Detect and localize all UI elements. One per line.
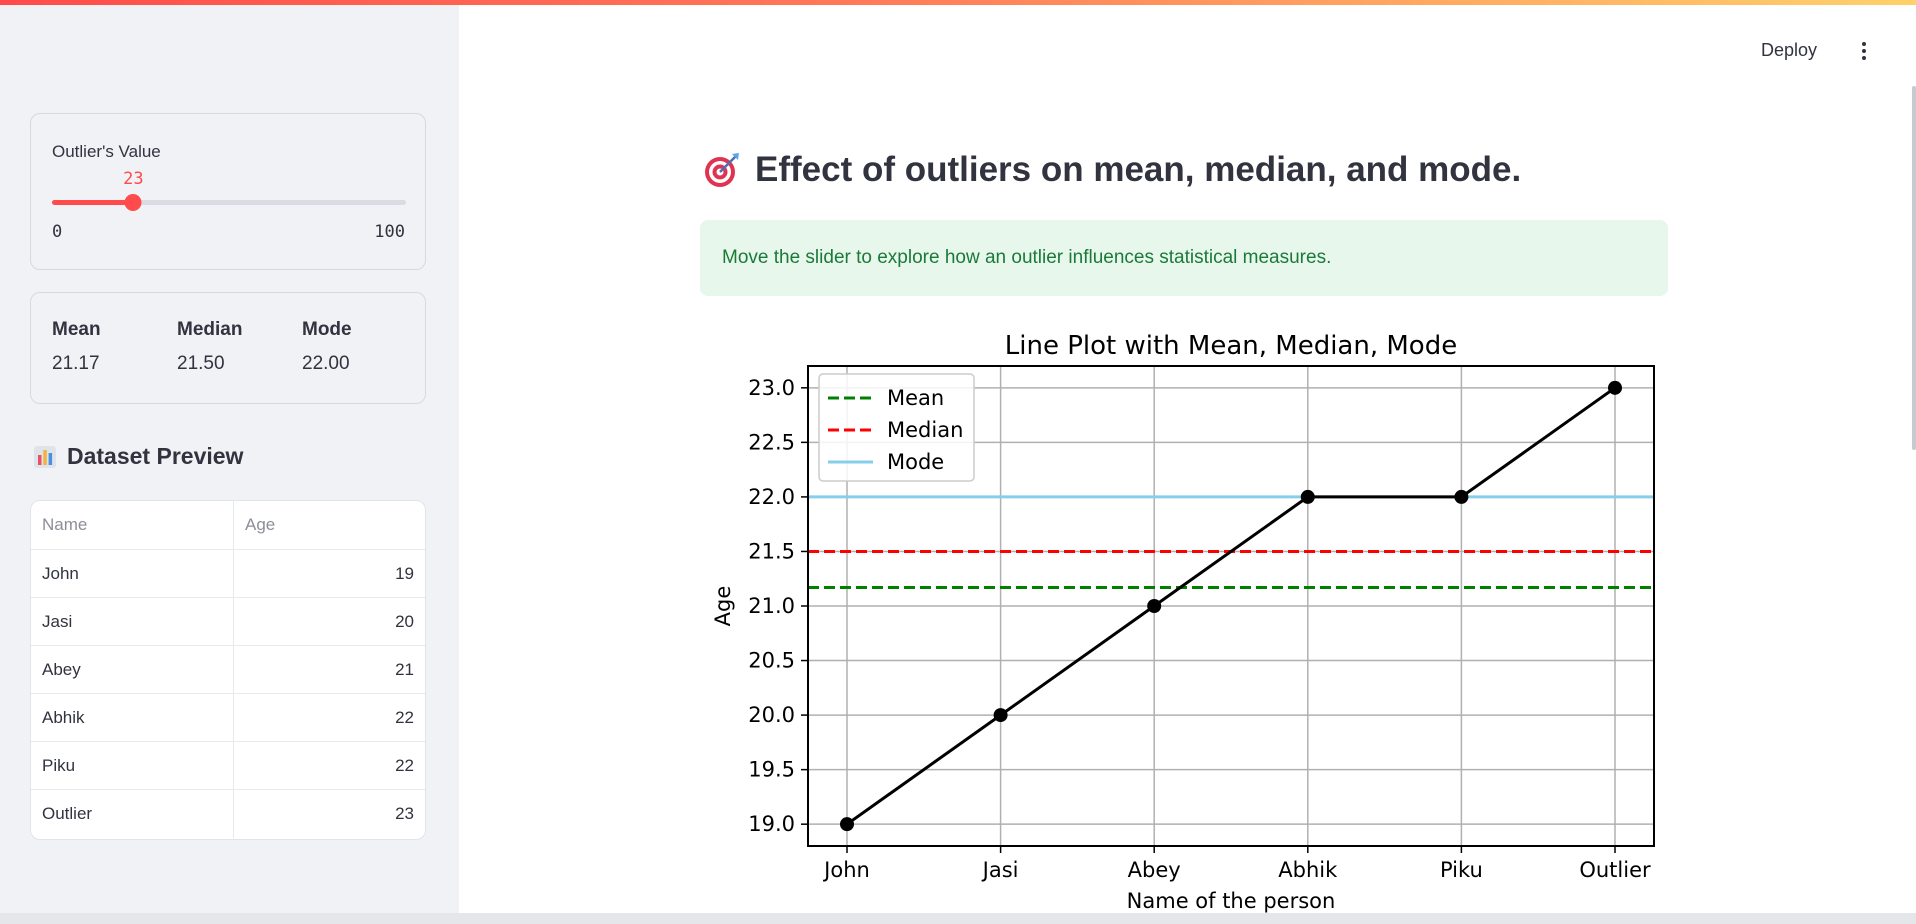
slider-card: Outlier's Value 23 0 100 bbox=[30, 113, 426, 270]
dataset-preview-title: Dataset Preview bbox=[67, 443, 244, 469]
sidebar: Outlier's Value 23 0 100 Mean 21.17 Medi… bbox=[0, 5, 459, 919]
info-message-text: Move the slider to explore how an outlie… bbox=[722, 247, 1332, 268]
data-point bbox=[1454, 489, 1469, 504]
table-row[interactable]: Piku 22 bbox=[31, 741, 425, 790]
bar-chart-icon bbox=[34, 445, 56, 468]
dataset-table[interactable]: Name Age John 19 Jasi 20 Abey 21 Abhik 2… bbox=[30, 500, 426, 840]
plot-frame bbox=[807, 365, 1655, 847]
table-row[interactable]: Abey 21 bbox=[31, 645, 425, 694]
taskbar-strip bbox=[0, 913, 1916, 924]
x-tick-label: Jasi bbox=[981, 858, 1019, 882]
cell-age: 22 bbox=[395, 708, 414, 727]
cell-age: 23 bbox=[395, 804, 414, 823]
y-tick-label: 22.5 bbox=[748, 430, 795, 454]
slider-value: 23 bbox=[123, 169, 144, 189]
data-point bbox=[1608, 380, 1622, 395]
x-tick-label: Abey bbox=[1128, 858, 1181, 882]
column-header-name[interactable]: Name bbox=[31, 501, 234, 549]
legend-label: Median bbox=[887, 418, 963, 442]
table-row[interactable]: Jasi 20 bbox=[31, 597, 425, 646]
slider-min: 0 bbox=[52, 222, 63, 242]
y-tick-label: 20.5 bbox=[748, 649, 795, 673]
legend-box bbox=[818, 373, 975, 482]
slider-track[interactable] bbox=[52, 194, 406, 211]
cell-name: Outlier bbox=[31, 790, 234, 838]
top-accent-bar bbox=[0, 0, 1916, 5]
x-axis-label: Name of the person bbox=[1127, 889, 1336, 913]
cell-age: 20 bbox=[395, 612, 414, 631]
stat-mean: Mean 21.17 bbox=[52, 319, 101, 375]
data-point bbox=[993, 708, 1008, 723]
stats-card: Mean 21.17 Median 21.50 Mode 22.00 bbox=[30, 292, 426, 404]
target-icon bbox=[705, 153, 739, 187]
stat-label: Mode bbox=[302, 319, 352, 340]
stat-median: Median 21.50 bbox=[177, 319, 242, 375]
x-tick-label: Piku bbox=[1440, 858, 1483, 882]
cell-age: 22 bbox=[395, 756, 414, 775]
x-tick-label: John bbox=[822, 858, 870, 882]
cell-name: Jasi bbox=[31, 598, 234, 646]
cell-name: Piku bbox=[31, 742, 234, 790]
cell-name: John bbox=[31, 550, 234, 598]
x-tick-label: Abhik bbox=[1278, 858, 1338, 882]
column-header-age[interactable]: Age bbox=[245, 515, 276, 534]
slider-label: Outlier's Value bbox=[52, 142, 161, 161]
stat-label: Mean bbox=[52, 319, 101, 340]
stat-value: 22.00 bbox=[302, 353, 350, 374]
cell-age: 21 bbox=[395, 660, 414, 679]
cell-age: 19 bbox=[395, 564, 414, 583]
dataset-preview-heading: Dataset Preview bbox=[33, 443, 243, 470]
legend-label: Mean bbox=[887, 386, 944, 410]
slider-thumb[interactable] bbox=[124, 194, 142, 211]
table-row[interactable]: John 19 bbox=[31, 549, 425, 598]
y-tick-label: 21.5 bbox=[748, 539, 795, 563]
series-line bbox=[846, 386, 1616, 826]
table-row[interactable]: Abhik 22 bbox=[31, 693, 425, 742]
page-title: Effect of outliers on mean, median, and … bbox=[703, 150, 1521, 190]
slider-max: 100 bbox=[374, 222, 405, 242]
line-chart: Line Plot with Mean, Median, Mode 19.0 19.… bbox=[711, 331, 1655, 913]
stat-value: 21.50 bbox=[177, 353, 225, 374]
page-title-text: Effect of outliers on mean, median, and … bbox=[755, 150, 1522, 189]
data-point bbox=[1147, 599, 1162, 613]
y-tick-label: 19.5 bbox=[748, 758, 795, 782]
cell-name: Abey bbox=[31, 646, 234, 694]
slider-fill bbox=[52, 200, 134, 205]
y-tick-label: 23.0 bbox=[748, 376, 795, 400]
table-header: Name Age bbox=[31, 501, 425, 549]
data-point bbox=[1300, 489, 1315, 504]
deploy-button[interactable]: Deploy bbox=[1761, 40, 1818, 60]
x-tick-label: Outlier bbox=[1579, 858, 1651, 882]
cell-name: Abhik bbox=[31, 694, 234, 742]
chart-title: Line Plot with Mean, Median, Mode bbox=[1005, 331, 1457, 361]
table-row[interactable]: Outlier 23 bbox=[31, 789, 425, 838]
y-tick-label: 21.0 bbox=[748, 594, 795, 618]
stat-mode: Mode 22.00 bbox=[302, 319, 352, 375]
info-message: Move the slider to explore how an outlie… bbox=[700, 220, 1668, 296]
legend-label: Mode bbox=[887, 450, 944, 474]
y-tick-label: 20.0 bbox=[748, 703, 795, 727]
stat-value: 21.17 bbox=[52, 353, 100, 374]
scrollbar[interactable] bbox=[1912, 86, 1916, 450]
stat-label: Median bbox=[177, 319, 243, 340]
y-tick-label: 22.0 bbox=[748, 485, 795, 509]
y-tick-label: 19.0 bbox=[748, 812, 795, 836]
more-menu-icon[interactable] bbox=[1859, 42, 1869, 63]
y-axis-label: Age bbox=[711, 586, 735, 627]
data-point bbox=[840, 817, 854, 832]
